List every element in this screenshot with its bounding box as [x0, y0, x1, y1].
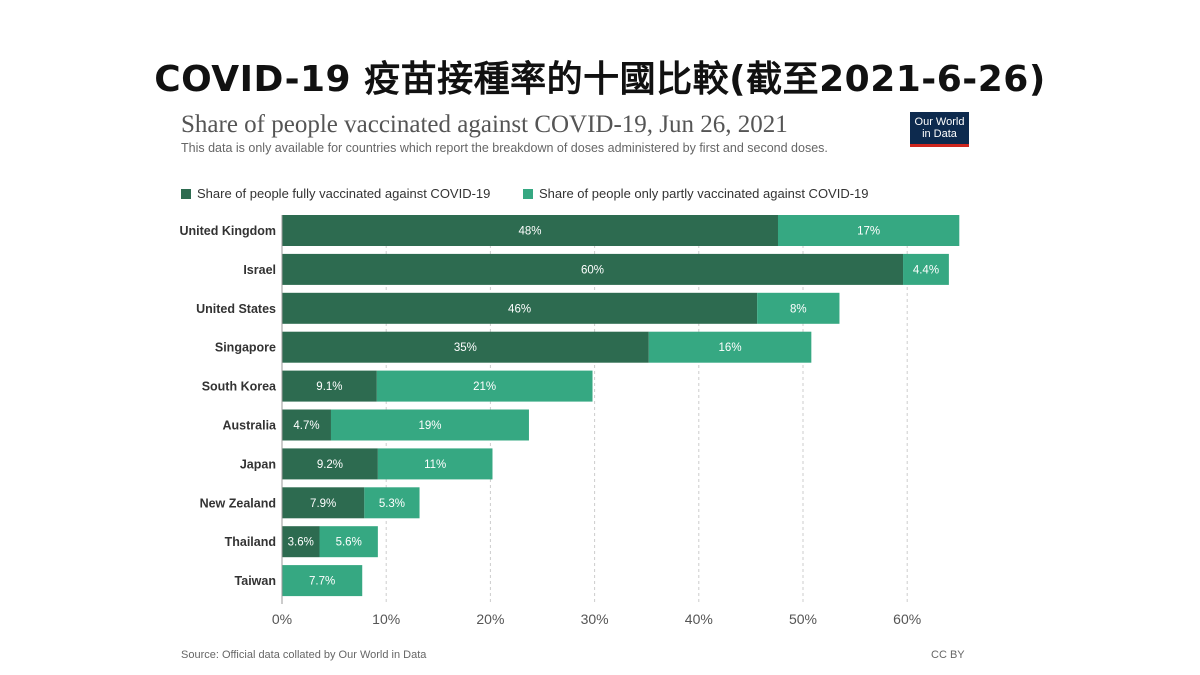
- legend-item-fully[interactable]: Share of people fully vaccinated against…: [181, 186, 490, 201]
- category-label: Taiwan: [235, 574, 276, 588]
- bar-segment: [282, 526, 320, 558]
- license-label[interactable]: CC BY: [931, 649, 965, 661]
- x-tick-label: 10%: [372, 611, 400, 627]
- legend-swatch-partly: [523, 188, 533, 199]
- x-tick-label: 0%: [272, 611, 292, 627]
- bar-value-label: 60%: [581, 264, 604, 276]
- bar-value-label: 3.6%: [288, 537, 314, 549]
- bar-segment: [282, 487, 365, 519]
- bar-segment: [282, 370, 377, 402]
- bar-value-label: 4.7%: [293, 420, 319, 432]
- bar-segment: [282, 448, 378, 480]
- category-label: New Zealand: [200, 496, 276, 510]
- x-tick-label: 20%: [476, 611, 504, 627]
- bar-value-label: 9.1%: [316, 381, 342, 393]
- bar-segment: [319, 526, 378, 558]
- bar-value-label: 48%: [518, 226, 541, 238]
- bar-segment: [376, 370, 593, 402]
- bar-segment: [282, 409, 331, 441]
- logo-line-2: in Data: [922, 128, 957, 140]
- bar-segment: [777, 215, 960, 246]
- bar-value-label: 21%: [473, 381, 496, 393]
- bar-segment: [648, 331, 812, 363]
- logo-line-1: Our World: [914, 116, 965, 128]
- bar-segment: [282, 215, 778, 246]
- bar-value-label: 35%: [454, 342, 477, 354]
- bar-value-label: 9.2%: [317, 459, 343, 471]
- bar-segment: [282, 565, 363, 597]
- bar-segment: [330, 409, 529, 441]
- bar-segment: [282, 292, 758, 324]
- bar-value-label: 8%: [790, 303, 807, 315]
- bar-segment: [757, 292, 840, 324]
- bar-value-label: 46%: [508, 303, 531, 315]
- bar-value-label: 4.4%: [913, 264, 939, 276]
- bar-value-label: 7.7%: [309, 576, 335, 588]
- bar-value-label: 19%: [418, 420, 441, 432]
- bar-segment: [364, 487, 420, 519]
- bar-segment: [282, 253, 904, 285]
- category-label: Thailand: [225, 535, 276, 549]
- category-label: South Korea: [202, 380, 277, 394]
- category-label: Israel: [243, 263, 276, 277]
- x-tick-label: 30%: [581, 611, 609, 627]
- category-label: United States: [196, 302, 276, 316]
- x-tick-label: 40%: [685, 611, 713, 627]
- bar-segment: [903, 253, 949, 285]
- legend-swatch-fully: [181, 188, 191, 199]
- category-label: United Kingdom: [179, 224, 276, 238]
- x-tick-label: 60%: [893, 611, 921, 627]
- bar-segment: [282, 331, 649, 363]
- banner-title: COVID-19 疫苗接種率的十國比較(截至2021-6-26): [154, 59, 1046, 100]
- bar-segment: [377, 448, 493, 480]
- legend-label-partly: Share of people only partly vaccinated a…: [539, 186, 869, 201]
- category-label: Singapore: [215, 341, 276, 355]
- legend-label-fully: Share of people fully vaccinated against…: [197, 186, 491, 201]
- bar-value-label: 11%: [424, 459, 446, 471]
- bar-value-label: 17%: [857, 226, 880, 238]
- source-note: Source: Official data collated by Our Wo…: [181, 649, 427, 661]
- legend-item-partly[interactable]: Share of people only partly vaccinated a…: [523, 186, 869, 201]
- x-tick-label: 50%: [789, 611, 817, 627]
- category-label: Australia: [223, 419, 278, 433]
- chart-subtitle: This data is only available for countrie…: [181, 141, 828, 155]
- bar-value-label: 16%: [719, 342, 742, 354]
- chart-title: Share of people vaccinated against COVID…: [181, 111, 788, 138]
- category-label: Japan: [240, 457, 276, 471]
- bar-value-label: 5.6%: [336, 537, 362, 549]
- owid-logo[interactable]: Our World in Data: [910, 112, 969, 147]
- bar-value-label: 7.9%: [310, 498, 336, 510]
- bar-value-label: 5.3%: [379, 498, 405, 510]
